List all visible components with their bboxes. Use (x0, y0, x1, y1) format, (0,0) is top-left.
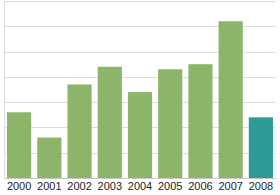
x-tick-label: 2001 (37, 180, 61, 192)
bars (7, 21, 273, 178)
bar (67, 84, 91, 178)
bar (98, 67, 122, 178)
x-tick: 2004 (128, 178, 152, 192)
x-tick: 2007 (218, 178, 242, 192)
x-tick-label: 2004 (128, 180, 152, 192)
bar (219, 21, 243, 178)
x-tick: 2000 (7, 178, 31, 192)
x-axis: 2000 2001 2002 2003 2004 2005 2006 2007 2008 (5, 178, 277, 192)
chart: 2000 2001 2002 2003 2004 2005 2006 2007 2008 (0, 0, 280, 195)
bar (128, 92, 152, 178)
x-tick: 2006 (188, 178, 212, 192)
grid (4, 2, 276, 179)
x-tick: 2002 (67, 178, 91, 192)
bar (37, 138, 61, 178)
x-tick-label: 2003 (98, 180, 122, 192)
x-tick-label: 2000 (7, 180, 31, 192)
grid-line (4, 1, 276, 2)
x-tick: 2003 (98, 178, 122, 192)
y-axis-line (4, 2, 5, 179)
bar (249, 117, 273, 178)
x-tick-label: 2005 (158, 180, 182, 192)
x-tick-label: 2006 (188, 180, 212, 192)
x-tick-label: 2002 (67, 180, 91, 192)
x-tick: 2005 (158, 178, 182, 192)
bar (7, 112, 31, 178)
y-axis (4, 2, 6, 179)
bar (188, 64, 212, 178)
x-tick-label: 2007 (218, 180, 242, 192)
x-tick: 2008 (249, 178, 273, 192)
bar (158, 69, 182, 178)
x-tick: 2001 (37, 178, 61, 192)
x-tick-label: 2008 (249, 180, 273, 192)
plot: 2000 2001 2002 2003 2004 2005 2006 2007 2008 (4, 2, 277, 192)
